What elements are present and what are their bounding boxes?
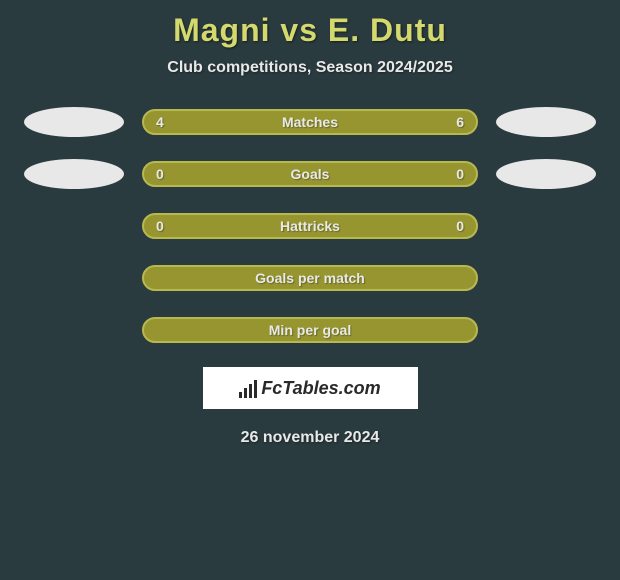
main-container: Magni vs E. Dutu Club competitions, Seas… xyxy=(0,0,620,447)
badge-spacer xyxy=(496,263,596,293)
stat-row-goals-per-match: Goals per match xyxy=(0,263,620,293)
stat-label: Goals per match xyxy=(255,270,365,286)
logo-text: FcTables.com xyxy=(261,378,380,399)
stat-value-right: 0 xyxy=(434,166,464,182)
stat-value-right: 6 xyxy=(434,114,464,130)
stat-label: Hattricks xyxy=(280,218,340,234)
stat-label: Matches xyxy=(282,114,338,130)
stat-bar-goals: 0 Goals 0 xyxy=(142,161,478,187)
badge-spacer xyxy=(24,315,124,345)
badge-spacer xyxy=(24,211,124,241)
team-badge-left xyxy=(24,107,124,137)
logo-bars-icon xyxy=(239,378,257,398)
stat-value-right: 0 xyxy=(434,218,464,234)
stat-value-left: 4 xyxy=(156,114,186,130)
stat-bar-goals-per-match: Goals per match xyxy=(142,265,478,291)
team-badge-left xyxy=(24,159,124,189)
team-badge-right xyxy=(496,107,596,137)
stat-bar-hattricks: 0 Hattricks 0 xyxy=(142,213,478,239)
stat-row-goals: 0 Goals 0 xyxy=(0,159,620,189)
stat-value-left: 0 xyxy=(156,218,186,234)
team-badge-right xyxy=(496,159,596,189)
badge-spacer xyxy=(496,315,596,345)
stat-label: Goals xyxy=(291,166,330,182)
stat-label: Min per goal xyxy=(269,322,351,338)
stat-bar-min-per-goal: Min per goal xyxy=(142,317,478,343)
stat-bar-matches: 4 Matches 6 xyxy=(142,109,478,135)
stat-row-hattricks: 0 Hattricks 0 xyxy=(0,211,620,241)
page-title: Magni vs E. Dutu xyxy=(0,12,620,49)
fctables-logo[interactable]: FcTables.com xyxy=(203,367,418,409)
stat-row-matches: 4 Matches 6 xyxy=(0,107,620,137)
subtitle: Club competitions, Season 2024/2025 xyxy=(0,59,620,77)
badge-spacer xyxy=(496,211,596,241)
stat-value-left: 0 xyxy=(156,166,186,182)
badge-spacer xyxy=(24,263,124,293)
stat-row-min-per-goal: Min per goal xyxy=(0,315,620,345)
footer-date: 26 november 2024 xyxy=(0,429,620,447)
